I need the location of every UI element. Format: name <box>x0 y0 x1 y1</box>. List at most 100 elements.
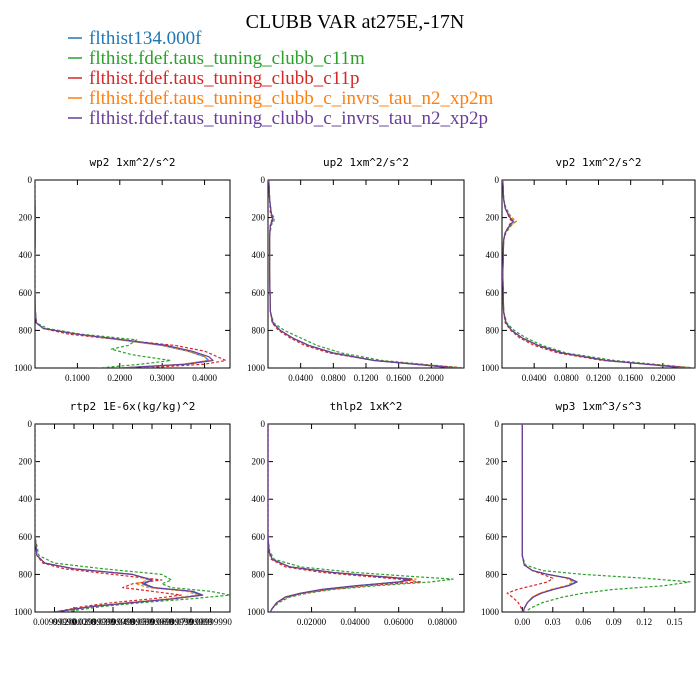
y-tick-label: 400 <box>19 250 33 260</box>
series-line <box>35 424 198 612</box>
panel-title: up2 1xm^2/s^2 <box>323 156 409 169</box>
y-tick-label: 0 <box>495 175 500 185</box>
x-tick-label: 0.1200 <box>354 373 379 383</box>
x-tick-label: 0.0400 <box>288 373 313 383</box>
y-tick-label: 1000 <box>14 363 33 373</box>
series-line <box>521 424 574 612</box>
y-tick-label: 0 <box>261 175 266 185</box>
y-tick-label: 600 <box>252 288 266 298</box>
x-tick-label: 0.15 <box>667 617 683 627</box>
x-tick-label: 0.04000 <box>340 617 370 627</box>
x-tick-label: 0.08999990 <box>189 617 232 627</box>
series-line <box>268 424 417 612</box>
chart-panel: rtp2 1E-6x(kg/kg)^2 0 200 400 600 800 10000.00… <box>14 400 232 627</box>
plot-frame <box>501 423 696 613</box>
plot-frame <box>267 423 465 613</box>
series-line <box>35 180 172 368</box>
legend-label: flthist.fdef.taus_tuning_clubb_c_invrs_t… <box>89 108 488 129</box>
y-tick-label: 1000 <box>481 607 500 617</box>
x-tick-label: 0.02000000 <box>53 617 96 627</box>
x-tick-label: 0.3000 <box>150 373 175 383</box>
y-tick-label: 800 <box>486 569 500 579</box>
series-line <box>35 424 202 612</box>
panel-title: wp3 1xm^3/s^3 <box>555 400 641 413</box>
legend-label: flthist.fdef.taus_tuning_clubb_c_invrs_t… <box>89 88 493 109</box>
series-line <box>521 424 578 612</box>
chart-panel: thlp2 1xK^2 0 200 400 600 800 1000 0.02000 0.040… <box>247 400 465 627</box>
x-tick-label: 0.1000 <box>65 373 90 383</box>
panel-title: wp2 1xm^2/s^2 <box>89 156 175 169</box>
x-tick-label: 0.06999999 <box>150 617 193 627</box>
chart-panel: up2 1xm^2/s^2 0 200 400 600 800 1000 0.0400 0.08… <box>247 156 465 383</box>
series-line <box>268 424 454 612</box>
x-tick-label: 0.2000 <box>107 373 132 383</box>
x-tick-label: 0.00 <box>514 617 530 627</box>
y-tick-label: 200 <box>486 457 500 467</box>
x-tick-label: 0.02000 <box>297 617 327 627</box>
y-tick-label: 800 <box>252 569 266 579</box>
legend-label: flthist.fdef.taus_tuning_clubb_c11m <box>89 48 365 69</box>
x-tick-label: 0.07999999 <box>170 617 213 627</box>
x-tick-label: 0.03999999 <box>92 617 135 627</box>
x-tick-label: 0.04999999 <box>111 617 154 627</box>
series-line <box>268 180 464 368</box>
x-tick-label: 0.0800 <box>321 373 346 383</box>
x-tick-label: 0.08000 <box>428 617 458 627</box>
y-tick-label: 0 <box>495 419 500 429</box>
series-line <box>35 180 214 368</box>
x-tick-label: 0.0800 <box>554 373 579 383</box>
x-tick-label: 0.12 <box>636 617 652 627</box>
y-tick-label: 800 <box>19 569 33 579</box>
series-line <box>521 424 691 612</box>
chart-panel: vp2 1xm^2/s^2 0 200 400 600 800 1000 0.0400 0.08… <box>481 156 696 383</box>
y-tick-label: 1000 <box>247 363 266 373</box>
legend-label: flthist134.000f <box>89 28 202 49</box>
x-tick-label: 0.0400 <box>522 373 547 383</box>
series-line <box>268 180 464 368</box>
x-tick-label: 0.2000 <box>419 373 444 383</box>
y-tick-label: 200 <box>486 213 500 223</box>
x-tick-label: 0.00999999 <box>33 617 76 627</box>
x-tick-label: 0.02999999 <box>72 617 115 627</box>
x-tick-label: 0.1600 <box>386 373 411 383</box>
y-tick-label: 200 <box>19 457 33 467</box>
series-line <box>35 424 204 612</box>
y-tick-label: 400 <box>252 250 266 260</box>
y-tick-label: 600 <box>486 532 500 542</box>
x-tick-label: 0.06000 <box>384 617 414 627</box>
y-tick-label: 200 <box>252 457 266 467</box>
x-tick-label: 0.05999999 <box>131 617 174 627</box>
y-tick-label: 400 <box>486 250 500 260</box>
legend-label: flthist.fdef.taus_tuning_clubb_c11p <box>89 68 360 89</box>
x-tick-label: 0.09 <box>606 617 622 627</box>
x-tick-label: 0.4000 <box>192 373 217 383</box>
series-line <box>35 180 227 368</box>
panel-title: vp2 1xm^2/s^2 <box>555 156 641 169</box>
y-tick-label: 1000 <box>481 363 500 373</box>
panels-grid: wp2 1xm^2/s^2 0 200 400 600 800 1000 0.1000 0.20… <box>14 156 696 627</box>
y-tick-label: 800 <box>252 325 266 335</box>
y-tick-label: 1000 <box>14 607 33 617</box>
x-tick-label: 0.03 <box>545 617 561 627</box>
x-tick-label: 0.2000 <box>650 373 675 383</box>
legend: flthist134.000fflthist.fdef.taus_tuning_… <box>68 28 493 129</box>
y-tick-label: 400 <box>486 494 500 504</box>
y-tick-label: 600 <box>486 288 500 298</box>
y-tick-label: 400 <box>252 494 266 504</box>
panel-title: rtp2 1E-6x(kg/kg)^2 <box>70 400 196 413</box>
series-line <box>502 180 688 368</box>
figure-title: CLUBB VAR at275E,-17N <box>246 11 465 33</box>
y-tick-label: 600 <box>19 532 33 542</box>
y-tick-label: 800 <box>19 325 33 335</box>
chart-panel: wp2 1xm^2/s^2 0 200 400 600 800 1000 0.1000 0.20… <box>14 156 231 383</box>
y-tick-label: 600 <box>252 532 266 542</box>
y-tick-label: 0 <box>28 175 33 185</box>
series-line <box>35 424 182 612</box>
series-line <box>521 424 577 612</box>
series-line <box>502 180 695 368</box>
chart-panel: wp3 1xm^3/s^3 0 200 400 600 800 1000 0.00 0.03 0.… <box>481 400 696 627</box>
y-tick-label: 400 <box>19 494 33 504</box>
series-line <box>268 424 421 612</box>
y-tick-label: 800 <box>486 325 500 335</box>
